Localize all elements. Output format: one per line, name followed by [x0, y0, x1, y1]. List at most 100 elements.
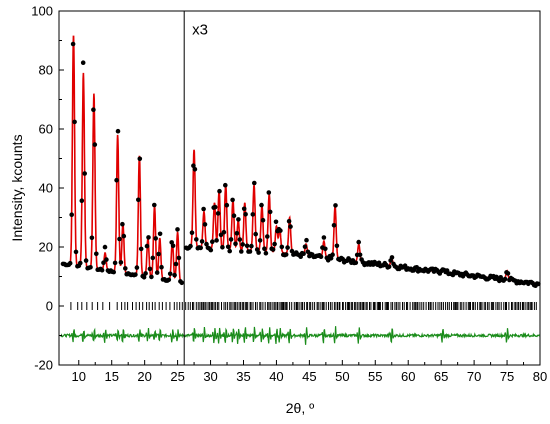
- observed-point: [134, 265, 140, 270]
- observed-point: [356, 239, 362, 245]
- observed-point: [286, 219, 292, 224]
- observed-point: [188, 243, 193, 249]
- observed-point: [234, 231, 240, 236]
- observed-point: [273, 219, 279, 225]
- observed-point: [152, 202, 157, 208]
- observed-point: [323, 246, 328, 252]
- observed-point: [79, 198, 85, 203]
- observed-point: [263, 250, 269, 256]
- y-axis-ticks: -20 0 20 40 60 80 100: [31, 4, 64, 373]
- observed-point: [204, 241, 209, 247]
- observed-point: [157, 231, 163, 237]
- observed-point: [278, 228, 283, 233]
- observed-point: [111, 269, 116, 275]
- observed-point: [250, 212, 256, 217]
- observed-point: [333, 203, 338, 208]
- observed-point: [225, 244, 231, 250]
- observed-point: [115, 128, 121, 134]
- observed-point: [141, 275, 147, 280]
- observed-point: [210, 239, 215, 244]
- observed-point: [328, 255, 334, 261]
- observed-point: [69, 212, 74, 217]
- x-tick-label: 20: [137, 369, 151, 384]
- x-tick-label: 80: [533, 369, 547, 384]
- scale-annotation: x3: [192, 22, 208, 39]
- observed-point: [331, 223, 337, 228]
- observed-point: [257, 238, 263, 243]
- plot-frame: [58, 10, 541, 366]
- observed-point: [202, 222, 208, 227]
- observed-point: [167, 271, 173, 277]
- observed-point: [272, 241, 277, 247]
- observed-point: [192, 167, 198, 172]
- observed-point: [227, 248, 232, 254]
- observed-point: [175, 227, 180, 232]
- observed-point: [117, 236, 122, 242]
- observed-point: [253, 231, 258, 237]
- observed-point: [143, 271, 148, 276]
- observed-point: [114, 177, 119, 183]
- observed-point: [318, 254, 324, 259]
- y-tick-label: 100: [31, 4, 53, 19]
- difference-curve: [60, 326, 541, 345]
- observed-point: [138, 246, 144, 252]
- observed-point: [99, 267, 105, 273]
- observed-point: [236, 217, 241, 222]
- observed-point: [239, 249, 244, 254]
- x-tick-label: 25: [170, 369, 184, 384]
- observed-point: [244, 243, 250, 249]
- observed-point: [289, 248, 295, 254]
- bragg-marks-layer: [70, 302, 537, 310]
- observed-point: [172, 272, 177, 278]
- observed-point: [217, 188, 222, 194]
- observed-point: [112, 260, 118, 266]
- x-tick-label: 40: [269, 369, 283, 384]
- observed-point: [176, 255, 182, 261]
- observed-point: [233, 241, 238, 247]
- observed-point: [88, 265, 93, 270]
- observed-point: [121, 233, 127, 239]
- observed-point: [179, 280, 185, 286]
- observed-point: [212, 204, 218, 210]
- observed-point: [191, 163, 196, 168]
- x-tick-label: 15: [104, 369, 118, 384]
- observed-point: [260, 217, 266, 223]
- observed-point: [237, 237, 243, 242]
- observed-point: [198, 245, 203, 251]
- observed-point: [166, 277, 172, 283]
- observed-point: [194, 237, 199, 242]
- observed-point: [240, 242, 245, 247]
- x-tick-label: 65: [434, 369, 448, 384]
- observed-point: [136, 197, 141, 203]
- calculated-curve: [60, 35, 185, 284]
- y-tick-label: 0: [46, 299, 53, 314]
- observed-point: [505, 271, 511, 276]
- observed-point: [153, 236, 158, 241]
- y-tick-label: 80: [39, 63, 53, 78]
- observed-point: [101, 260, 106, 266]
- observed-point: [249, 243, 254, 249]
- observed-point: [137, 156, 143, 162]
- observed-point: [218, 232, 224, 238]
- x-axis-title: 2θ, º: [286, 400, 314, 416]
- observed-point: [265, 234, 270, 239]
- observed-point: [83, 258, 89, 263]
- observed-point: [224, 202, 230, 208]
- observed-point: [267, 209, 273, 215]
- observed-point: [170, 243, 176, 249]
- observed-point: [231, 213, 237, 218]
- observed-point: [118, 260, 124, 265]
- observed-point: [173, 261, 179, 267]
- observed-point: [353, 260, 359, 266]
- observed-point: [146, 235, 151, 240]
- observed-point: [102, 244, 108, 250]
- y-tick-label: 20: [39, 240, 53, 255]
- observed-point: [72, 119, 77, 125]
- x-axis-ticks: 10 15 20 25 30 35 40 45 50 55 60 65 70 75 80: [72, 360, 547, 384]
- observed-point: [386, 264, 392, 270]
- observed-point: [144, 243, 150, 249]
- observed-points-layer: [60, 41, 541, 289]
- observed-point: [78, 260, 83, 266]
- x-tick-label: 70: [467, 369, 481, 384]
